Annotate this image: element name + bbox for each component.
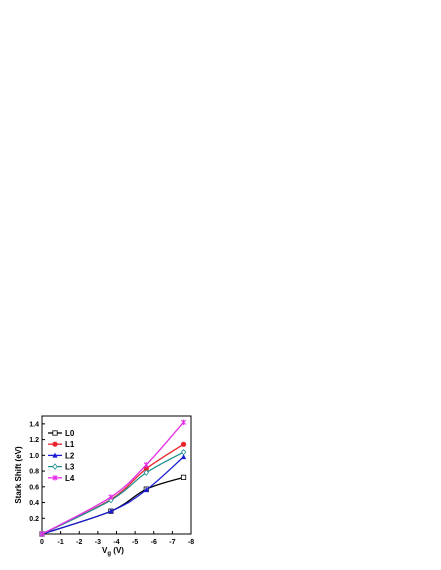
data-point xyxy=(180,441,187,447)
y-tick-label: 1.0 xyxy=(29,453,39,460)
legend-marker xyxy=(52,441,58,447)
y-tick-label: 0.4 xyxy=(29,500,39,507)
legend-item-L0: L0 xyxy=(48,429,75,438)
series-line xyxy=(41,451,184,535)
x-axis-title: Vg (V) xyxy=(102,546,124,557)
legend-item-L4: L4 xyxy=(48,474,75,483)
legend-marker xyxy=(52,463,58,470)
series-layer xyxy=(39,419,187,538)
data-point xyxy=(143,466,149,472)
x-tick-label: -4 xyxy=(113,539,119,546)
y-tick-label: 0.8 xyxy=(29,469,39,476)
legend: L0 L1 L2 L3 L4 xyxy=(48,429,75,483)
legend-marker xyxy=(52,475,58,481)
data-point xyxy=(180,454,187,460)
x-tick-label: -5 xyxy=(132,539,138,546)
legend-label: L2 xyxy=(65,451,75,460)
legend-label: L3 xyxy=(65,463,75,472)
data-point xyxy=(108,494,114,500)
x-axis-title-unit: (V) xyxy=(111,546,124,555)
x-tick-label: -2 xyxy=(76,539,82,546)
y-tick-label: 1.4 xyxy=(29,421,39,428)
data-point xyxy=(180,474,187,480)
x-axis-title-main: V xyxy=(102,546,108,555)
y-axis-title: Stark Shift (eV) xyxy=(14,446,23,504)
data-point xyxy=(180,419,187,425)
y-axis: 0.2 0.4 0.6 0.8 1.0 1.2 1.4 xyxy=(29,421,45,523)
legend-marker xyxy=(52,452,58,458)
x-axis-title-subscript: g xyxy=(107,551,111,557)
data-point xyxy=(143,462,149,468)
legend-label: L1 xyxy=(65,440,75,449)
data-point xyxy=(108,508,114,514)
data-point xyxy=(143,487,149,493)
y-tick-label: 0.2 xyxy=(29,516,39,523)
series-L0 xyxy=(39,474,187,537)
x-tick-label: -3 xyxy=(95,539,101,546)
y-tick-label: 1.2 xyxy=(29,437,39,444)
x-tick-label: -8 xyxy=(188,539,194,546)
series-line xyxy=(41,443,184,535)
series-line xyxy=(41,421,185,535)
legend-item-L3: L3 xyxy=(48,463,75,472)
x-axis: 0 -1 -2 -3 -4 -5 -6 -7 -8 xyxy=(40,531,194,546)
x-tick-label: -1 xyxy=(58,539,64,546)
x-tick-label: -7 xyxy=(169,539,175,546)
data-point xyxy=(180,448,187,456)
series-L4 xyxy=(39,419,187,537)
x-tick-label: -6 xyxy=(151,539,157,546)
data-point xyxy=(143,469,150,476)
legend-item-L2: L2 xyxy=(48,451,75,460)
legend-marker xyxy=(52,430,58,436)
x-tick-label: 0 xyxy=(40,539,44,546)
data-point xyxy=(39,531,45,537)
y-tick-label: 0.6 xyxy=(29,484,39,491)
legend-label: L0 xyxy=(65,429,75,438)
legend-label: L4 xyxy=(65,474,75,483)
series-line xyxy=(41,476,184,535)
legend-item-L1: L1 xyxy=(48,440,75,449)
series-line xyxy=(41,456,184,535)
